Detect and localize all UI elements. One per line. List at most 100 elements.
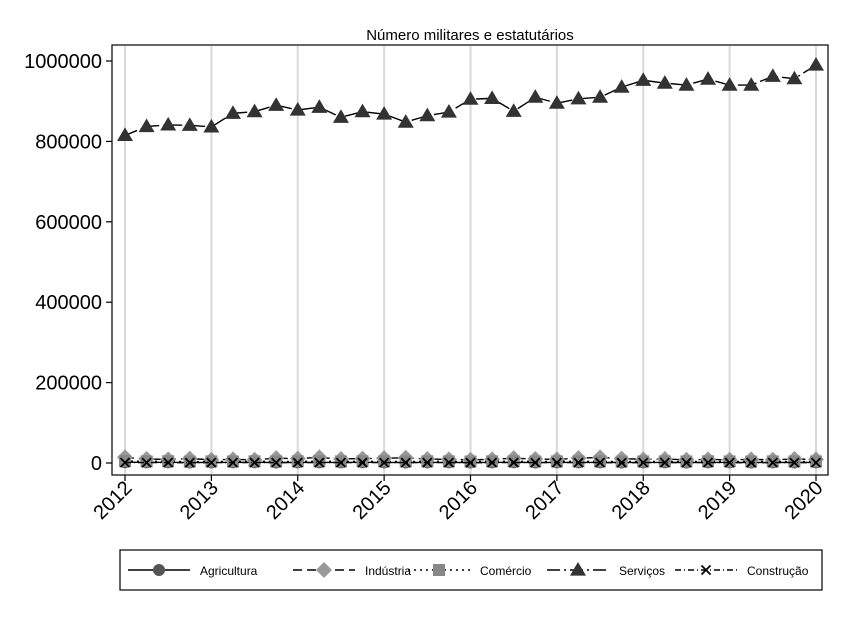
data-point: [721, 77, 738, 91]
data-point: [119, 454, 131, 467]
data-point: [292, 457, 303, 468]
data-point: [465, 457, 476, 468]
data-point: [638, 457, 649, 468]
data-point: [397, 114, 414, 128]
data-point: [357, 457, 368, 468]
data-point: [271, 457, 282, 468]
data-point: [659, 457, 670, 468]
data-point: [203, 118, 220, 133]
data-point: [789, 457, 800, 468]
data-point: [678, 77, 695, 91]
data-point: [119, 457, 131, 468]
data-point: [656, 75, 673, 89]
data-point: [422, 457, 433, 468]
data-point: [206, 457, 217, 468]
series-line: [124, 460, 817, 463]
legend-marker: [700, 564, 712, 576]
data-point: [443, 457, 455, 468]
series-construção: [119, 457, 822, 468]
legend-marker: [153, 564, 165, 576]
data-point: [354, 103, 371, 118]
legend-item-construção: Construção: [675, 564, 809, 578]
y-tick-label: 1000000: [24, 51, 102, 73]
data-point: [462, 91, 479, 105]
legend-marker: [570, 562, 586, 576]
legend: Agricultura Indústria Comércio Serviços Cons…: [119, 549, 823, 591]
data-point: [141, 457, 152, 468]
series-group: [117, 57, 824, 469]
data-point: [335, 457, 347, 468]
legend-label: Agricultura: [200, 564, 258, 578]
data-point: [249, 457, 260, 468]
data-point: [681, 457, 692, 468]
data-point: [635, 72, 652, 86]
data-point: [484, 90, 501, 104]
data-point: [573, 457, 584, 468]
data-point: [117, 127, 133, 141]
data-point: [246, 103, 263, 118]
data-point: [378, 457, 390, 468]
y-tick-label: 0: [91, 453, 102, 475]
data-point: [181, 117, 198, 131]
data-point: [551, 457, 563, 468]
legend-label: Comércio: [480, 564, 532, 578]
data-point: [507, 455, 520, 468]
legend-item-agricultura: Agricultura: [128, 564, 258, 578]
chart-title: Número militares e estatutários: [366, 27, 574, 44]
data-point: [162, 455, 175, 468]
data-point: [786, 70, 803, 85]
legend-label: Construção: [747, 564, 809, 578]
data-point: [376, 106, 393, 120]
data-point: [163, 457, 174, 468]
data-point: [419, 107, 436, 122]
data-point: [548, 95, 565, 109]
data-point: [702, 455, 715, 468]
y-tick-label: 400000: [35, 292, 102, 314]
data-point: [767, 457, 778, 468]
data-point: [743, 77, 760, 91]
legend-marker: [316, 562, 332, 578]
data-point: [184, 457, 195, 468]
data-point: [332, 109, 349, 123]
data-point: [570, 90, 587, 105]
data-point: [530, 457, 541, 468]
data-point: [616, 457, 627, 468]
data-point: [613, 79, 630, 93]
data-point: [592, 89, 609, 103]
data-point: [313, 455, 326, 468]
data-point: [268, 97, 285, 111]
data-point: [764, 68, 781, 82]
legend-item-serviços: Serviços: [547, 562, 665, 578]
data-point: [356, 455, 369, 468]
data-point: [486, 457, 498, 468]
data-point: [289, 102, 306, 116]
data-point: [700, 71, 717, 85]
data-point: [505, 103, 522, 117]
data-point: [746, 457, 757, 468]
y-tick-label: 200000: [35, 373, 102, 395]
data-point: [572, 455, 585, 468]
data-point: [810, 457, 822, 468]
y-tick-label: 800000: [35, 131, 102, 153]
data-point: [400, 457, 411, 468]
data-point: [421, 455, 434, 468]
data-point: [724, 457, 735, 468]
data-point: [702, 457, 714, 468]
data-point: [227, 457, 239, 468]
data-point: [527, 89, 544, 103]
legend-item-comércio: Comércio: [408, 564, 532, 578]
data-point: [314, 457, 325, 468]
legend-marker: [433, 564, 445, 576]
data-point: [160, 116, 177, 131]
data-point: [508, 457, 519, 468]
data-point: [311, 99, 328, 113]
data-point: [594, 457, 606, 468]
series-serviços: [117, 57, 824, 141]
data-point: [138, 118, 155, 133]
data-point: [808, 57, 824, 71]
y-axis: 0 200000 400000 600000 800000 1000000: [24, 51, 112, 475]
data-point: [440, 104, 457, 118]
legend-item-indústria: Indústria: [293, 562, 411, 578]
